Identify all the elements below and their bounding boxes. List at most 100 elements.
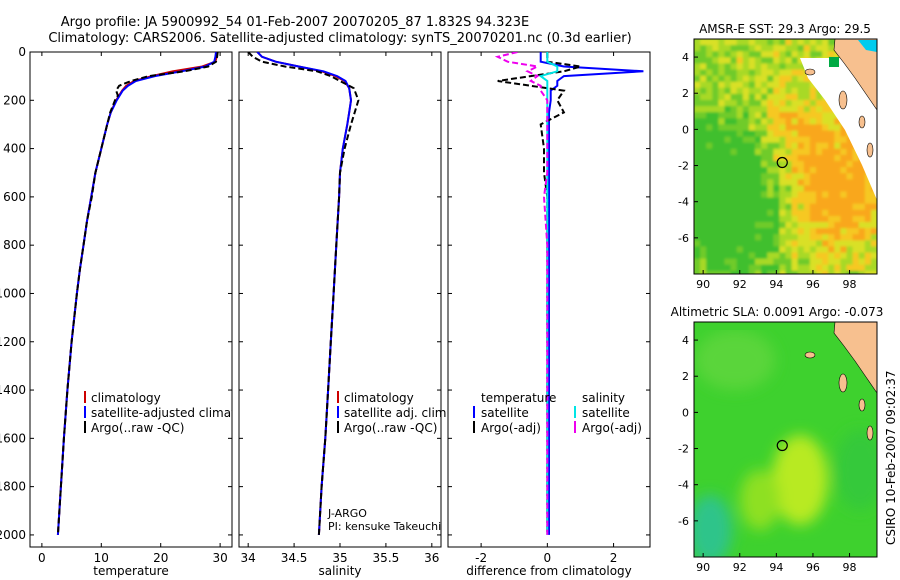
- sst-cell: [803, 258, 811, 266]
- sst-cell: [773, 136, 780, 144]
- sst-cell: [755, 252, 762, 260]
- sst-cell: [694, 228, 701, 235]
- sst-cell: [712, 75, 719, 83]
- sst-cell: [797, 258, 805, 266]
- sst-cell: [828, 154, 835, 162]
- argo-float-marker: [776, 439, 788, 452]
- sst-cell: [724, 45, 732, 52]
- sst-cell: [864, 252, 872, 260]
- sst-cell: [834, 167, 841, 174]
- x-tick-label: 10: [94, 551, 109, 565]
- sst-cell: [870, 209, 877, 217]
- sst-cell: [791, 106, 799, 113]
- y-tick-label: -2: [678, 160, 689, 173]
- sst-cell: [694, 69, 701, 77]
- sst-cell: [736, 136, 744, 144]
- sst-cell: [809, 118, 817, 125]
- sst-cell: [791, 203, 799, 211]
- sst-cell: [785, 69, 793, 77]
- sst-cell: [828, 179, 835, 186]
- sst-cell: [864, 209, 872, 217]
- y-tick-label: 600: [3, 190, 26, 204]
- sst-cell: [852, 167, 860, 174]
- sst-cell: [828, 246, 835, 254]
- sst-cell: [694, 209, 701, 217]
- sst-cell: [816, 222, 823, 229]
- island: [858, 398, 866, 412]
- sst-cell: [718, 136, 726, 144]
- sst-cell: [748, 173, 756, 180]
- sst-cell: [718, 222, 726, 229]
- sst-cell: [694, 75, 701, 83]
- sst-cell: [816, 258, 823, 266]
- sst-cell: [755, 173, 762, 180]
- sst-cell: [755, 185, 762, 193]
- sst-cell: [840, 167, 848, 174]
- sst-cell: [748, 142, 756, 150]
- sst-cell: [712, 118, 719, 125]
- sst-cell: [840, 142, 848, 150]
- sst-cell: [748, 45, 756, 52]
- sst-cell: [724, 264, 732, 272]
- sst-cell: [858, 258, 866, 266]
- sst-cell: [785, 87, 793, 95]
- sst-cell: [779, 81, 787, 89]
- sst-cell: [852, 252, 860, 260]
- sst-cell: [706, 63, 713, 71]
- y-tick-label: 2: [682, 87, 689, 100]
- sumatra-land: [833, 322, 877, 394]
- sst-map-title: AMSR-E SST: 29.3 Argo: 29.5: [699, 22, 871, 36]
- sst-cell: [755, 124, 762, 132]
- x-tick-label: 36: [424, 551, 439, 565]
- sst-cell: [822, 106, 829, 113]
- sla-map-frame: [693, 321, 878, 558]
- sst-cell: [742, 124, 750, 132]
- sst-cell: [736, 191, 744, 199]
- sst-cell: [822, 191, 829, 199]
- sst-cell: [700, 81, 707, 89]
- sst-cell: [694, 100, 701, 107]
- sst-cell: [864, 203, 872, 211]
- sst-cell: [700, 167, 707, 174]
- sst-cell: [803, 264, 811, 272]
- sst-cell: [779, 222, 787, 229]
- sst-cell: [761, 228, 768, 235]
- sst-cell: [700, 240, 707, 247]
- sst-cell: [730, 179, 738, 186]
- sst-cell: [712, 173, 719, 180]
- sst-cell: [742, 93, 750, 101]
- sst-cell: [779, 167, 787, 174]
- sst-cell: [803, 270, 811, 274]
- sst-cell: [858, 240, 866, 247]
- sst-cell: [712, 130, 719, 138]
- sst-cell: [858, 270, 866, 274]
- sst-cell: [779, 136, 787, 144]
- sst-cell: [797, 246, 805, 254]
- sst-cell: [791, 215, 799, 223]
- sst-cell: [779, 87, 787, 95]
- sst-cell: [718, 106, 726, 113]
- sst-cell: [791, 179, 799, 186]
- sst-cell: [724, 51, 732, 58]
- sst-cell: [706, 93, 713, 101]
- sst-cell: [742, 57, 750, 64]
- sst-cell: [791, 136, 799, 144]
- sst-cell: [822, 185, 829, 193]
- sst-cell: [718, 161, 726, 168]
- sst-cell: [822, 246, 829, 254]
- sst-cell: [779, 75, 787, 83]
- sst-cell: [755, 228, 762, 235]
- sst-cell: [712, 191, 719, 199]
- sst-cell: [858, 179, 866, 186]
- sst-cell: [816, 130, 823, 138]
- sst-cell: [828, 234, 835, 241]
- sst-cell: [816, 264, 823, 272]
- sst-cell: [785, 63, 793, 71]
- sst-missing-data: [800, 58, 877, 200]
- sst-cell: [694, 197, 701, 205]
- sst-cell: [748, 179, 756, 186]
- sst-cell: [767, 252, 774, 260]
- sst-cell: [694, 63, 701, 71]
- y-tick-label: -2: [678, 443, 689, 456]
- sst-cell: [694, 45, 701, 52]
